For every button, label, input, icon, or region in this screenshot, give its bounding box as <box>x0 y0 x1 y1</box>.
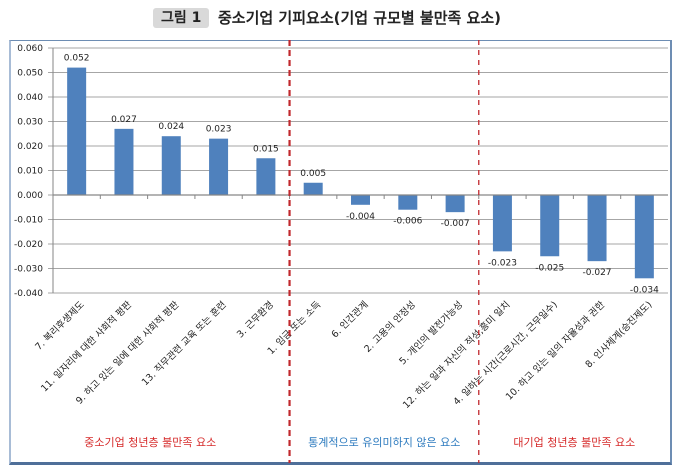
group-dividers <box>288 40 480 463</box>
category-label: 4. 일하는 시간(근로시간, 근무일수) <box>451 299 560 408</box>
data-label: 0.015 <box>253 144 279 154</box>
group-label-insignificant: 통계적으로 유의미하지 않은 요소 <box>308 436 461 449</box>
chart-frame <box>9 40 672 465</box>
bar <box>351 195 370 205</box>
data-label: 0.027 <box>111 115 137 125</box>
data-label: -0.004 <box>346 212 375 222</box>
y-tick-label: -0.020 <box>14 240 43 250</box>
y-axis-ticks: 0.060 0.050 0.040 0.030 0.020 0.010 0.000 -0.01… <box>14 44 43 299</box>
bar <box>445 195 465 213</box>
y-tick-label: 0.020 <box>17 142 43 152</box>
category-label: 11. 일자리에 대한 사회적 평판 <box>38 298 134 394</box>
bar <box>256 158 276 195</box>
bar <box>634 195 654 279</box>
figure-header: 그림 1 중소기업 기피요소(기업 규모별 불만족 요소) <box>0 0 682 34</box>
data-label: -0.023 <box>488 258 517 268</box>
data-label: -0.025 <box>535 263 564 273</box>
bar <box>114 128 134 195</box>
y-tick-label: -0.040 <box>14 289 43 299</box>
group-label-large-firm: 대기업 청년층 불만족 요소 <box>513 436 636 449</box>
data-label: -0.034 <box>630 285 659 295</box>
category-label: 10. 하고 있는 일의 자율성과 권한 <box>503 298 607 402</box>
data-label: -0.007 <box>441 219 470 229</box>
y-tick-label: 0.010 <box>17 167 43 177</box>
y-tick-label: 0.000 <box>17 191 43 201</box>
data-label: 0.005 <box>300 169 326 179</box>
y-tick-label: 0.050 <box>17 69 43 79</box>
category-label: 3. 근무환경 <box>234 299 276 341</box>
data-label: 0.023 <box>206 125 232 135</box>
data-label: 0.052 <box>64 54 90 64</box>
category-label: 6. 인간관계 <box>329 299 371 341</box>
y-tick-label: 0.030 <box>17 118 43 128</box>
data-label: -0.006 <box>393 217 422 227</box>
group-label-sme: 중소기업 청년층 불만족 요소 <box>84 436 217 449</box>
bar <box>161 136 181 195</box>
bar <box>540 195 560 257</box>
data-labels: 0.052 0.027 0.024 0.023 0.015 0.005 -0.004 -0.0… <box>64 54 659 296</box>
figure-badge: 그림 1 <box>153 8 210 28</box>
data-label: 0.024 <box>158 122 184 132</box>
y-tick-label: -0.030 <box>14 265 43 275</box>
bar <box>209 138 229 195</box>
category-label: 9. 하고 있는 일에 대한 사회적 평판 <box>73 298 181 406</box>
category-label: 7. 복리후생제도 <box>33 299 87 353</box>
gridlines <box>48 47 668 294</box>
y-tick-label: -0.010 <box>14 216 43 226</box>
chart-title: 중소기업 기피요소(기업 규모별 불만족 요소) <box>218 9 502 27</box>
y-tick-label: 0.060 <box>17 44 43 54</box>
bar <box>587 195 607 262</box>
bar <box>303 182 323 195</box>
axes <box>52 48 668 293</box>
bar <box>67 67 87 195</box>
bars <box>67 67 654 279</box>
bar <box>398 195 418 210</box>
y-tick-label: 0.040 <box>17 93 43 103</box>
category-label: 13. 직무관련 교육 또는 훈련 <box>139 299 229 389</box>
data-label: -0.027 <box>583 268 612 278</box>
bar <box>492 195 512 252</box>
